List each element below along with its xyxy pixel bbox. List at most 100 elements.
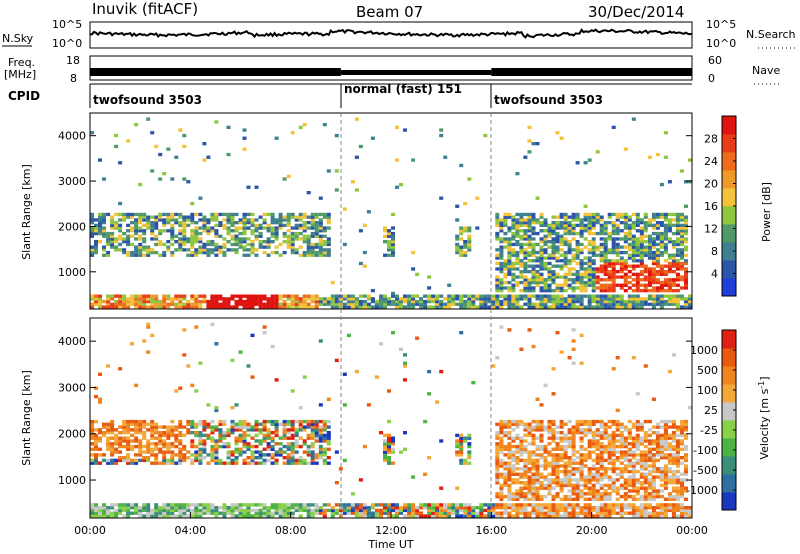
heatmap-cell [354,155,359,159]
heatmap-cell [675,497,680,501]
heatmap-cell [278,253,283,257]
heatmap-cell [254,428,259,432]
heatmap-cell [671,506,676,510]
heatmap-cell [318,302,323,306]
heatmap-cell [322,226,327,230]
heatmap-cell [487,305,492,309]
heatmap-cell [483,305,488,309]
heatmap-cell [507,478,512,482]
heatmap-cell [322,215,327,219]
heatmap-cell [186,428,191,432]
heatmap-cell [302,253,307,257]
heatmap-cell [495,436,500,440]
heatmap-cell [194,250,199,255]
heatmap-cell [555,248,560,252]
heatmap-cell [266,297,271,301]
heatmap-cell [90,514,95,518]
heatmap-cell [519,270,524,274]
heatmap-cell [290,506,295,510]
heatmap-cell [114,240,119,244]
heatmap-cell [214,456,219,460]
heatmap-cell [94,250,99,255]
heatmap-cell [302,425,307,429]
heatmap-cell [503,431,508,435]
heatmap-cell [230,242,235,247]
heatmap-cell [467,444,472,449]
heatmap-cell [531,231,536,236]
heatmap-cell [539,464,544,468]
heatmap-cell [571,289,576,293]
heatmap-cell [206,425,211,429]
heatmap-cell [579,333,584,338]
heatmap-cell [667,497,672,501]
heatmap-cell [603,302,608,306]
heatmap-cell [523,447,528,451]
heatmap-cell [539,494,544,499]
heatmap-cell [182,508,187,513]
heatmap-cell [495,422,500,426]
heatmap-cell [591,489,596,493]
heatmap-cell [439,133,444,138]
heatmap-cell [306,250,311,255]
heatmap-cell [427,275,432,279]
heatmap-cell [146,350,151,354]
heatmap-cell [174,155,179,159]
heatmap-cell [680,294,685,298]
heatmap-cell [222,433,227,438]
heatmap-cell [680,428,685,432]
heatmap-cell [234,425,239,429]
heatmap-cell [567,229,572,233]
heatmap-cell [591,275,596,279]
heatmap-cell [527,259,532,263]
heatmap-cell [370,503,375,507]
heatmap-cell [503,261,508,266]
heatmap-cell [286,458,291,463]
heatmap-cell [246,242,251,247]
heatmap-cell [591,492,596,496]
heatmap-cell [651,223,656,228]
heatmap-cell [439,294,444,298]
heatmap-cell [603,305,608,309]
heatmap-cell [499,431,504,435]
heatmap-cell [314,461,319,465]
heatmap-cell [519,245,524,249]
heatmap-cell [383,305,388,309]
heatmap-cell [198,218,203,222]
heatmap-cell [431,305,436,309]
heatmap-cell [206,453,211,457]
heatmap-cell [579,419,584,424]
heatmap-cell [511,248,516,252]
heatmap-cell [138,253,143,257]
heatmap-cell [322,447,327,451]
heatmap-cell [539,289,544,293]
heatmap-cell [611,267,616,271]
heatmap-cell [579,223,584,228]
heatmap-cell [198,503,203,507]
heatmap-cell [571,483,576,488]
heatmap-cell [242,419,247,424]
heatmap-cell [503,447,508,451]
heatmap-cell [571,503,576,507]
heatmap-cell [302,506,307,510]
heatmap-cell [166,147,171,151]
heatmap-cell [134,229,139,233]
heatmap-cell [230,514,235,518]
heatmap-cell [667,221,672,225]
heatmap-cell [499,503,504,507]
heatmap-cell [190,422,195,426]
heatmap-cell [651,256,656,260]
heatmap-cell [627,231,632,236]
heatmap-cell [543,289,548,293]
heatmap-cell [523,439,528,443]
heatmap-cell [194,506,199,510]
heatmap-cell [399,305,404,309]
heatmap-cell [647,242,652,247]
heatmap-cell [507,464,512,468]
heatmap-cell [110,514,115,518]
heatmap-cell [158,212,163,217]
heatmap-cell [547,275,552,279]
heatmap-cell [278,503,283,507]
heatmap-cell [684,456,689,460]
heatmap-cell [475,196,480,200]
heatmap-cell [310,419,315,424]
